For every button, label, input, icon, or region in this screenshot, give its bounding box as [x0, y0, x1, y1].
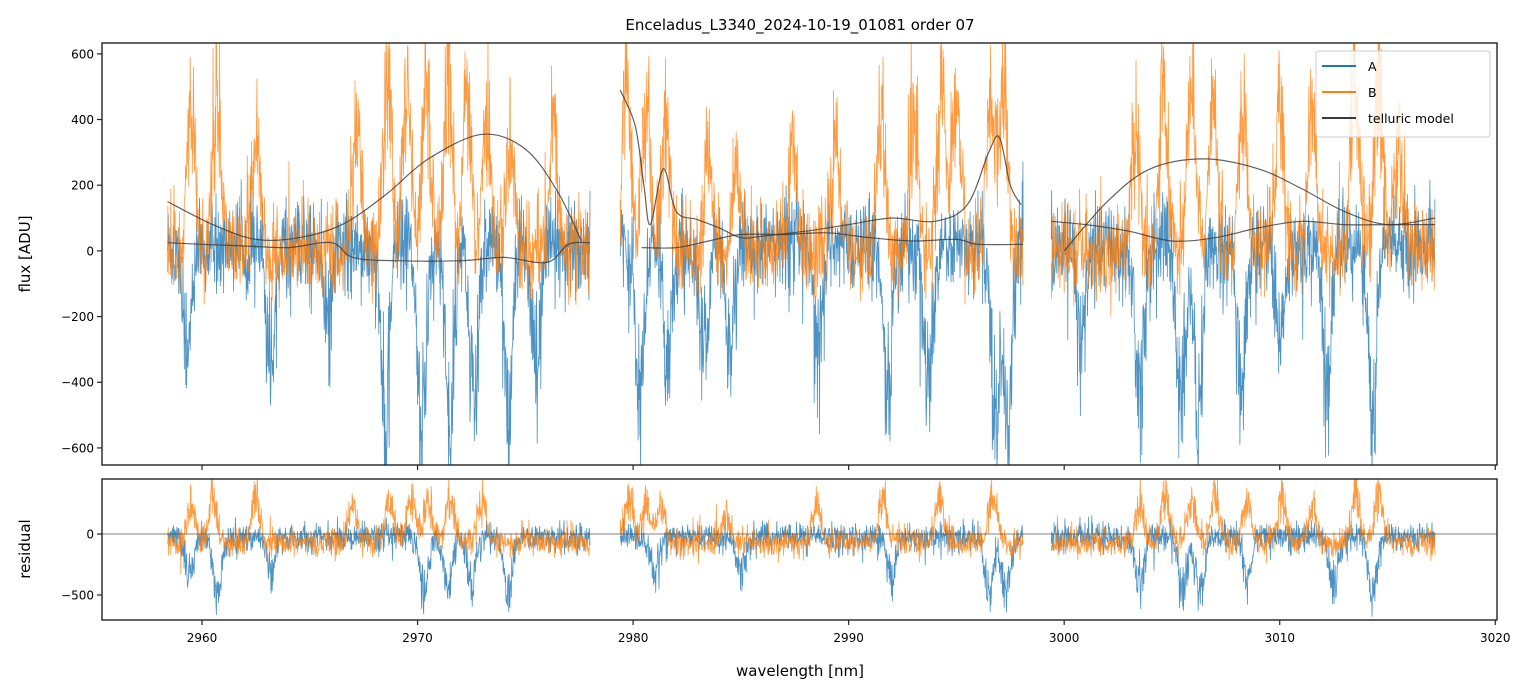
- series-telluric-model-line: [1051, 220, 1435, 242]
- series-telluric-model-line: [1063, 158, 1435, 252]
- spectrum-x-ticks: [201, 465, 1496, 470]
- residual-plot-area: [102, 479, 1497, 617]
- x-tick-label: 3010: [1264, 631, 1295, 645]
- spectrum-axes-frame: [101, 42, 1498, 466]
- series-b-line: [167, 43, 591, 308]
- x-tick-label: 2990: [833, 631, 864, 645]
- series-b-line: [1050, 43, 1436, 317]
- series-telluric-model-line: [641, 232, 1024, 249]
- series-a-line: [1050, 179, 1436, 465]
- y-tick-label: 200: [71, 179, 94, 193]
- series-telluric-model-line: [619, 89, 1022, 239]
- x-tick-label: 2970: [402, 631, 433, 645]
- legend-label-a: A: [1368, 59, 1377, 74]
- y-tick-label: −500: [61, 588, 94, 602]
- y-tick-label: 400: [71, 113, 94, 127]
- y-tick-label: 600: [71, 47, 94, 61]
- residual-x-ticks: 2960 2970 2980 2990 3000 3010 3020: [187, 620, 1511, 645]
- residual-y-axis-label: residual: [16, 519, 34, 578]
- legend: A B telluric model: [1315, 50, 1491, 138]
- residual-panel: 0 −500 2960 2970 2980 2990 3000 3010 3020 resid…: [16, 478, 1511, 680]
- y-tick-label: 0: [86, 528, 94, 542]
- chart-title: Enceladus_L3340_2024-10-19_01081 order 0…: [625, 16, 974, 35]
- residual-axes-frame: [101, 478, 1498, 621]
- series-b-line: [1050, 479, 1436, 564]
- legend-label-b: B: [1368, 85, 1377, 100]
- x-tick-label: 3000: [1049, 631, 1080, 645]
- series-b-line: [167, 479, 591, 575]
- legend-label-telluric-model: telluric model: [1368, 111, 1454, 126]
- series-a-line: [619, 161, 1024, 465]
- legend-box: [1315, 50, 1491, 138]
- x-tick-label: 2980: [618, 631, 649, 645]
- y-tick-label: −600: [61, 441, 94, 455]
- series-a-line: [1050, 515, 1436, 617]
- spectrum-y-ticks: 600 400 200 0 −200 −400 −600: [61, 47, 102, 455]
- series-telluric-model-line: [167, 241, 591, 264]
- x-axis-label: wavelength [nm]: [736, 662, 864, 680]
- spectrum-plot-area: [167, 43, 1436, 465]
- series-a-line: [619, 518, 1024, 613]
- series-b-line: [619, 479, 1024, 564]
- y-tick-label: 0: [86, 244, 94, 258]
- series-telluric-model-line: [167, 133, 582, 242]
- residual-y-ticks: 0 −500: [61, 528, 102, 602]
- x-tick-label: 3020: [1480, 631, 1511, 645]
- y-tick-label: −400: [61, 376, 94, 390]
- spectrum-y-axis-label: flux [ADU]: [16, 215, 34, 292]
- spectrum-panel: 600 400 200 0 −200 −400 −600 flux [ADU] A B te…: [16, 42, 1498, 470]
- series-b-line: [619, 43, 1024, 305]
- x-tick-label: 2960: [187, 631, 218, 645]
- y-tick-label: −200: [61, 310, 94, 324]
